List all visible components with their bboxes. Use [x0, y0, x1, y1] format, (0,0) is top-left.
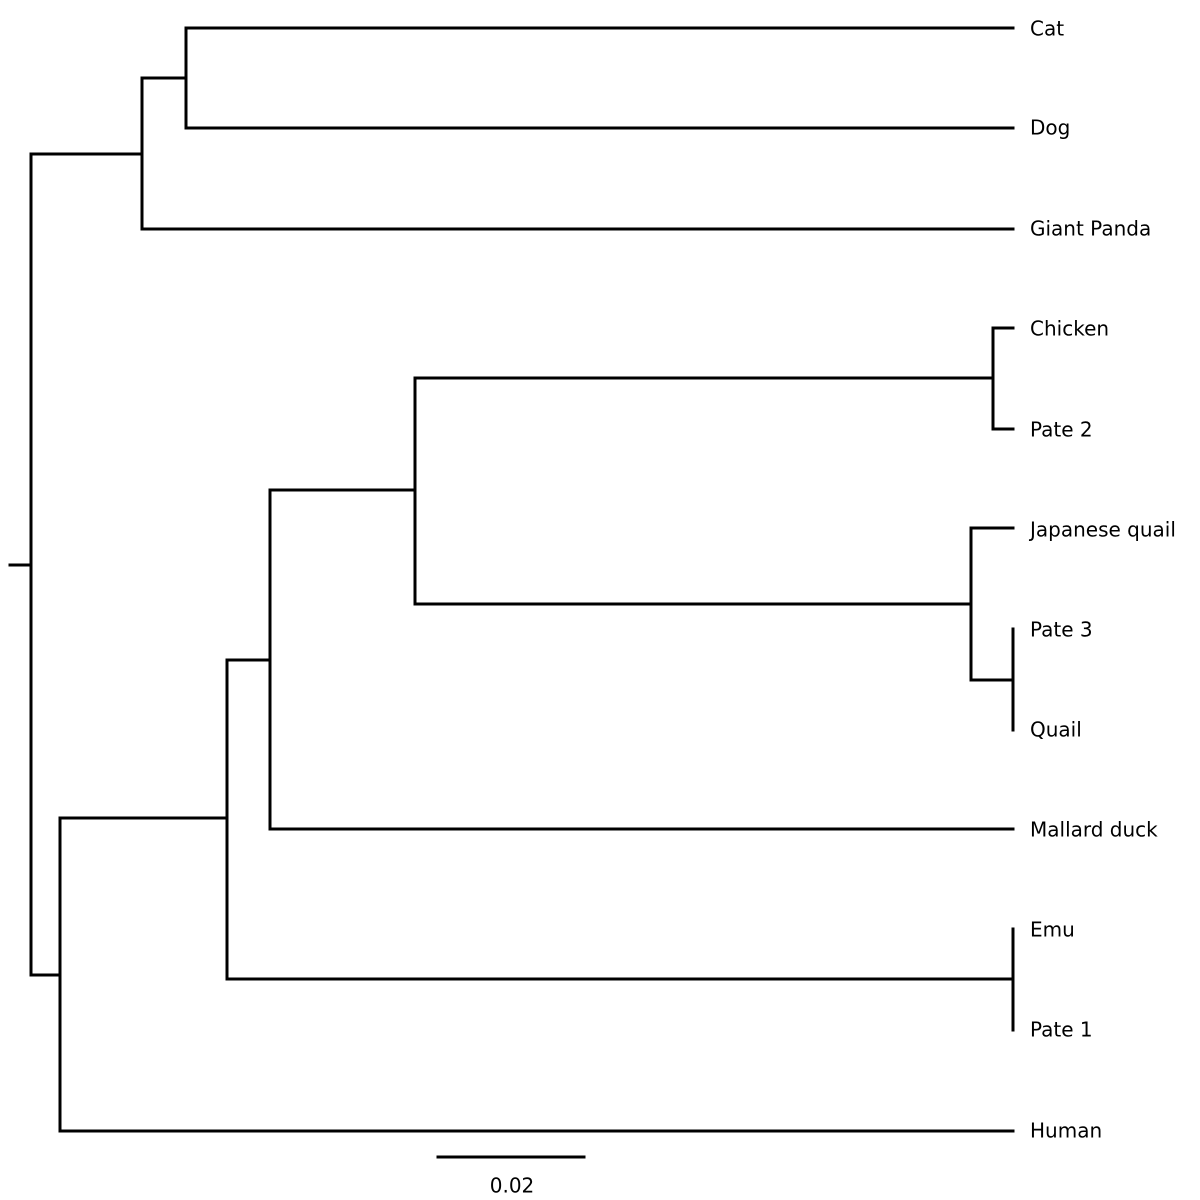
- leaf-label: Emu: [1030, 918, 1075, 942]
- leaf-label: Japanese quail: [1028, 518, 1176, 542]
- leaf-label: Giant Panda: [1030, 217, 1151, 241]
- leaf-label: Human: [1030, 1119, 1102, 1143]
- leaf-labels: Cat Dog Giant Panda Chicken Pate 2 Japanese q…: [1028, 17, 1176, 1143]
- leaf-label: Mallard duck: [1030, 818, 1158, 842]
- scale-label: 0.02: [490, 1174, 535, 1198]
- leaf-label: Cat: [1030, 17, 1064, 41]
- leaf-label: Chicken: [1030, 317, 1109, 341]
- leaf-label: Pate 1: [1030, 1018, 1093, 1042]
- branch: [225, 326, 1015, 831]
- branches: [8, 26, 1015, 1133]
- leaf-label: Pate 2: [1030, 418, 1093, 442]
- branch: [413, 526, 1015, 732]
- leaf-label: Dog: [1030, 116, 1070, 140]
- branch: [29, 26, 1015, 231]
- branch: [29, 658, 1015, 1133]
- branch: [8, 152, 33, 977]
- leaf-label: Quail: [1030, 718, 1082, 742]
- leaf-label: Pate 3: [1030, 618, 1093, 642]
